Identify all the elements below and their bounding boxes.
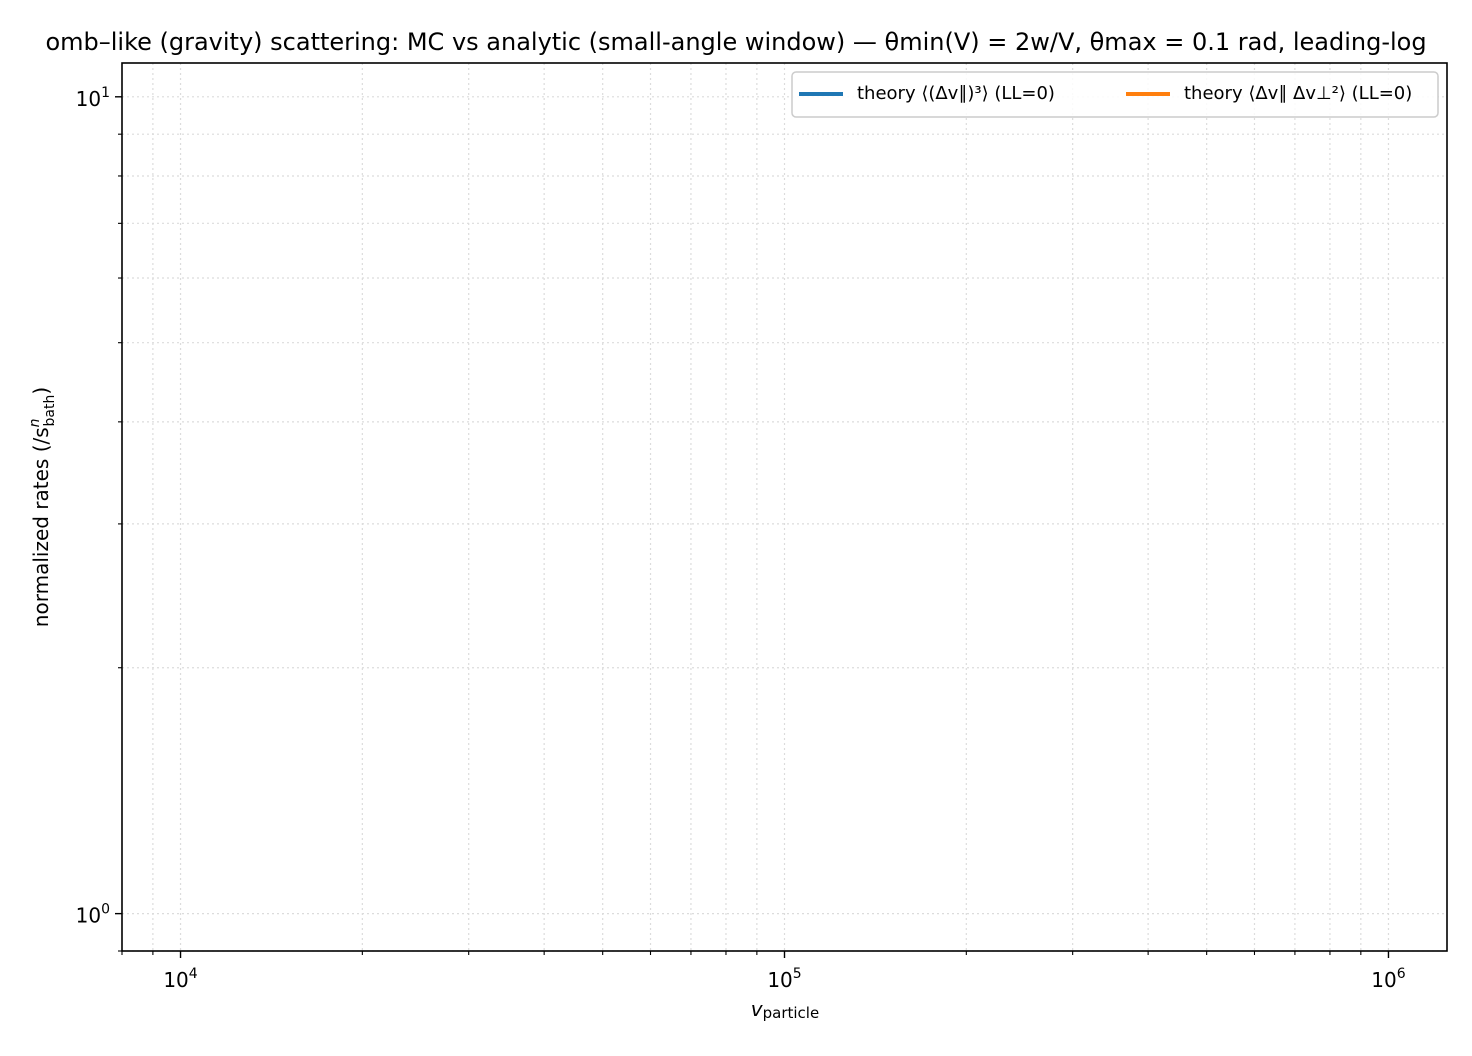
y-tick-base-0: 10 <box>76 904 101 928</box>
legend-label-series-2: theory ⟨Δv∥ Δv⊥²⟩ (LL=0) <box>1184 83 1412 104</box>
x-tick-base-1: 10 <box>767 968 792 992</box>
y-tick-label-1: 101 <box>76 85 110 111</box>
y-tick-exp-0: 0 <box>101 902 110 918</box>
y-axis-label: normalized rates (/snbath) <box>27 387 58 627</box>
legend-frame <box>791 71 1439 118</box>
x-tick-base-2: 10 <box>1371 968 1396 992</box>
y-tick-exp-1: 1 <box>101 85 110 101</box>
plot-frame <box>121 62 1448 952</box>
legend-label-series-1: theory ⟨(Δv∥)³⟩ (LL=0) <box>857 83 1055 104</box>
x-tick-label-0: 104 <box>163 966 197 992</box>
x-tick-label-2: 106 <box>1371 966 1405 992</box>
x-tick-exp-2: 6 <box>1397 966 1406 982</box>
chart-title: omb–like (gravity) scattering: MC vs ana… <box>45 28 1426 56</box>
grid <box>121 63 1447 952</box>
x-axis-label: vparticle <box>751 997 819 1022</box>
x-tick-exp-0: 4 <box>189 966 198 982</box>
y-tick-base-1: 10 <box>76 87 101 111</box>
legend: theory ⟨(Δv∥)³⟩ (LL=0) theory ⟨Δv∥ Δv⊥²⟩… <box>791 71 1439 118</box>
y-tick-label-0: 100 <box>76 902 110 928</box>
x-tick-label-1: 105 <box>767 966 801 992</box>
x-tick-exp-1: 5 <box>793 966 802 982</box>
x-tick-base-0: 10 <box>163 968 188 992</box>
